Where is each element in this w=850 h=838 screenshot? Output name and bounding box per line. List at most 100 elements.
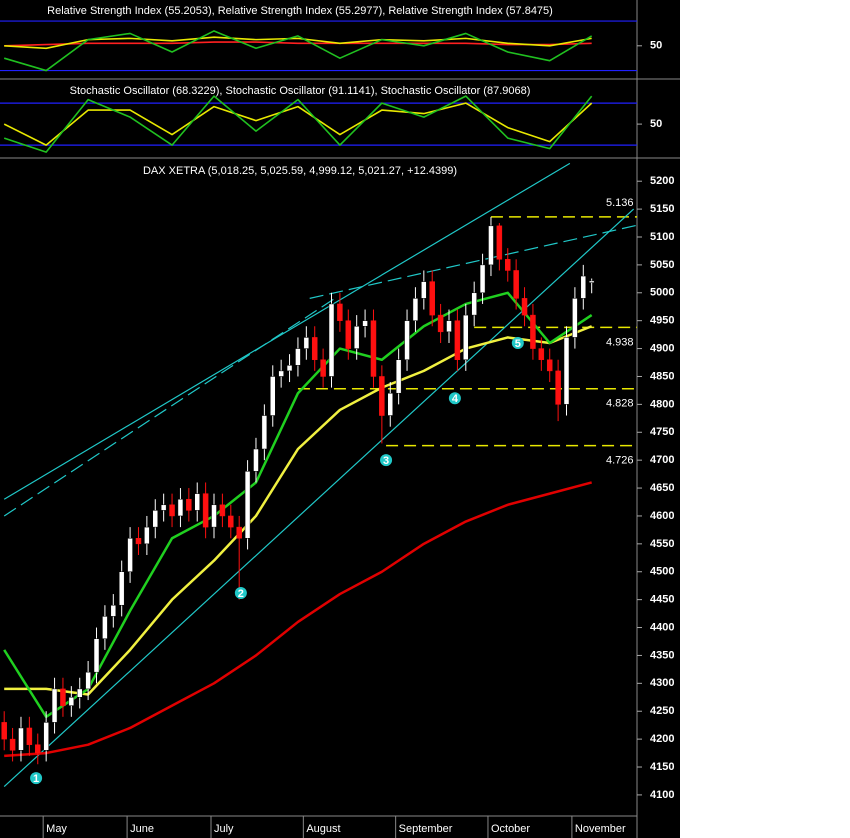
candle-body [337,303,343,321]
y-tick-label: 5100 [650,231,674,243]
candle-body [463,314,469,360]
candle-body [110,604,117,617]
y-tick-label: 4700 [650,454,674,466]
candle-body [202,493,209,528]
trend-line [309,224,637,299]
candle-body [211,504,217,528]
candle-body [446,320,452,333]
marker-label: 3 [383,455,389,467]
x-tick-label: September [399,823,453,835]
candle-body [505,259,511,271]
y-tick-label: 4100 [650,789,674,801]
trend-line [3,208,635,787]
y-tick-label: 4850 [650,370,674,382]
y-tick-label: 4150 [650,761,674,773]
panel [0,20,637,72]
candle-body [471,292,477,316]
candle-body [404,320,410,360]
candle-body [93,638,100,673]
candle-body [9,738,16,751]
candle-body [177,498,184,517]
marker [234,586,247,599]
candle-body [51,688,58,723]
marker [30,772,43,785]
marker-label: 1 [33,773,39,785]
y-tick-label: 4350 [650,649,674,661]
candle-body [60,688,66,706]
marker-label: 2 [238,588,244,600]
candle-body [303,337,310,349]
candle-body [546,359,553,372]
indicator-line [3,95,593,153]
y-tick-label: 4400 [650,621,674,633]
level-label: 5.136 [606,197,634,209]
candle-body [328,303,335,377]
candle-body [118,571,125,606]
candle-body [127,538,133,572]
candle-body [26,727,33,745]
y-tick-label: 50 [650,40,662,52]
indicator-line [3,291,593,719]
level-label: 4.726 [606,455,634,467]
marker-label: 5 [515,338,521,350]
candle-body [421,281,427,299]
candle-body [387,392,394,416]
candle-body [278,370,284,377]
indicator-line [4,36,592,50]
candle-body [488,225,494,266]
candle-body [228,515,234,528]
candle-body [412,298,419,321]
y-tick-label: 4900 [650,342,674,354]
background [0,0,680,838]
candle-body [362,320,368,327]
candle-body [496,225,503,260]
y-tick-label: 5000 [650,287,674,299]
x-tick-label: August [306,823,340,835]
x-tick-label: July [214,823,234,835]
x-tick-label: October [491,823,530,835]
candle-body [437,314,444,333]
y-tick-label: 4800 [650,398,674,410]
y-tick-label: 4300 [650,677,674,689]
panel-title: DAX XETRA (5,018.25, 5,025.59, 4,999.12,… [143,165,457,177]
trend-line [3,297,336,517]
indicator-line [4,41,592,47]
x-tick-label: November [575,823,626,835]
candle-body [253,448,259,472]
candle-body [135,538,142,545]
candle-body [513,270,519,299]
candle-body [102,616,108,639]
y-tick-label: 5050 [650,259,674,271]
candle-body [370,320,377,377]
candle-body [555,370,561,405]
y-tick-label: 4650 [650,482,674,494]
candle-body [270,376,276,416]
candle-body [43,722,49,751]
candle-body [144,526,150,545]
candle-body [379,376,385,416]
candle-body [538,348,545,360]
indicator-line [4,325,593,696]
candle-body [35,744,41,754]
y-tick-label: 4200 [650,733,674,745]
candle-body [68,697,75,706]
y-tick-label: 5200 [650,175,674,187]
candle-body [530,314,536,349]
marker-label: 4 [452,393,459,405]
panel-title: Stochastic Oscillator (68.3229), Stochas… [70,85,531,97]
candle-body [572,298,578,338]
y-tick-label: 4450 [650,594,674,606]
y-tick-label: 50 [650,118,662,130]
candle-body [479,264,486,294]
candle-body [454,320,461,360]
x-tick-label: June [130,823,154,835]
level-label: 4.828 [606,398,634,410]
candle-body [345,320,352,349]
y-tick-label: 4950 [650,315,674,327]
indicator-line [4,481,593,758]
candle-body [563,337,570,405]
candle-body [320,359,326,377]
y-tick-label: 4550 [650,538,674,550]
panel-title: Relative Strength Index (55.2053), Relat… [47,5,553,17]
